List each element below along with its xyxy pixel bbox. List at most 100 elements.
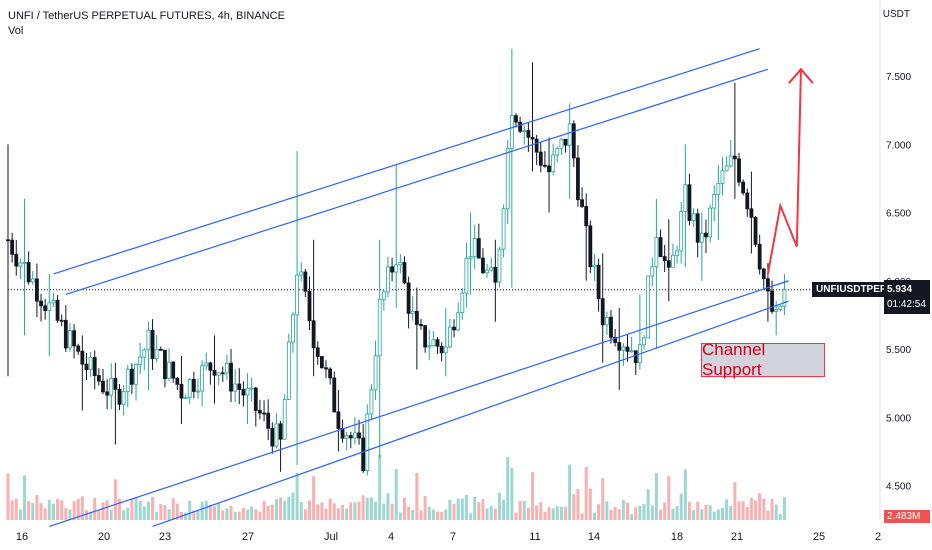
volume-bar: [497, 492, 501, 520]
volume-bar: [667, 476, 671, 520]
candle-body: [547, 165, 551, 173]
volume-bar: [332, 503, 336, 520]
candle-body: [299, 271, 304, 276]
volume-bar: [204, 500, 208, 520]
candle-body: [766, 278, 770, 292]
candle-body: [720, 170, 725, 184]
volume-bar: [229, 505, 233, 520]
candle-body: [154, 348, 159, 359]
candle-body: [596, 264, 601, 300]
candle-body: [191, 379, 196, 392]
volume-bar: [126, 507, 130, 520]
volume-bar: [213, 506, 216, 520]
time-tick-label: 7: [450, 531, 456, 543]
time-axis: 16 20 23 27 Jul 4 7 11 14 18 21 25 2: [16, 531, 881, 543]
volume-bar: [601, 478, 605, 520]
volume-bar: [592, 512, 596, 520]
candle-body: [47, 302, 52, 311]
candle-body: [485, 269, 489, 274]
volume-bar: [621, 499, 625, 520]
candle-body: [642, 337, 646, 346]
volume-bar: [217, 503, 221, 520]
candle-body: [753, 216, 758, 245]
candle-body: [241, 389, 246, 396]
volume-bar: [580, 513, 584, 520]
candle-body: [146, 329, 151, 351]
projection-arrow[interactable]: [766, 67, 814, 275]
volume-bar: [415, 472, 419, 520]
candle-body: [571, 123, 576, 159]
volume-bar: [105, 500, 109, 520]
candle-body: [505, 147, 510, 210]
candle-body: [737, 158, 741, 183]
candle-body: [555, 147, 560, 156]
candle-body: [530, 136, 535, 140]
volume-bar: [357, 501, 361, 520]
volume-bar: [122, 510, 126, 520]
volume-bar: [43, 508, 47, 520]
candle-body: [134, 364, 138, 385]
volume-bar: [456, 498, 460, 520]
candle-body: [460, 292, 465, 314]
volume-bar: [531, 472, 535, 520]
volume-bar: [192, 510, 196, 520]
candle-body: [43, 305, 48, 311]
candle-body: [551, 154, 556, 173]
volume-bar: [142, 506, 146, 520]
candle-body: [35, 278, 39, 302]
volume-bar: [518, 500, 522, 520]
channel-support-callout[interactable]: Channel Support: [701, 340, 825, 379]
channel-lines[interactable]: [49, 48, 789, 528]
volume-bar: [47, 499, 51, 520]
volume-bar: [452, 503, 456, 520]
volume-bar: [159, 504, 163, 520]
candle-body: [497, 248, 502, 283]
volume-bar: [514, 512, 518, 520]
volume-bar: [642, 504, 646, 520]
candle-body: [344, 435, 349, 439]
candle-body: [237, 383, 242, 390]
candle-body: [55, 299, 60, 321]
candle-body: [592, 264, 597, 268]
volume-bar: [14, 498, 18, 520]
volume-bar: [671, 508, 675, 520]
candle-body: [361, 437, 366, 472]
volume-bar: [270, 504, 274, 520]
candle-body: [129, 368, 134, 385]
candle-body: [142, 349, 147, 358]
candle-body: [390, 266, 394, 273]
volume-bar: [208, 504, 212, 520]
candle-body: [654, 237, 659, 268]
candle-body: [629, 350, 634, 353]
volume-bar: [312, 476, 316, 520]
volume-bar: [221, 510, 225, 520]
candle-body: [584, 206, 589, 227]
volume-bar: [328, 498, 332, 520]
volume-bar: [64, 507, 68, 520]
volume-bar: [782, 497, 786, 520]
volume-bar: [225, 508, 229, 520]
candle-body: [514, 115, 518, 123]
volume-bar: [402, 497, 406, 520]
candle-body: [63, 319, 68, 349]
volume-bar: [266, 505, 270, 520]
volume-bar: [712, 511, 716, 520]
candle-body: [150, 329, 155, 359]
candle-body: [509, 115, 514, 149]
candle-body: [414, 310, 419, 325]
volume-bar: [196, 510, 200, 520]
candle-body: [319, 356, 324, 369]
volume-bar: [250, 506, 254, 520]
volume-bar: [543, 511, 547, 520]
candle-body: [538, 151, 543, 166]
candle-body: [179, 383, 184, 399]
candle-body: [121, 391, 126, 405]
time-tick-label: 4: [388, 531, 394, 543]
volume-bar: [659, 509, 663, 520]
volume-bar: [473, 497, 477, 520]
candle-body: [270, 427, 275, 447]
volume-bar: [18, 509, 22, 520]
candle-body: [245, 387, 250, 396]
candle-body: [522, 130, 527, 132]
candle-body: [419, 324, 423, 327]
